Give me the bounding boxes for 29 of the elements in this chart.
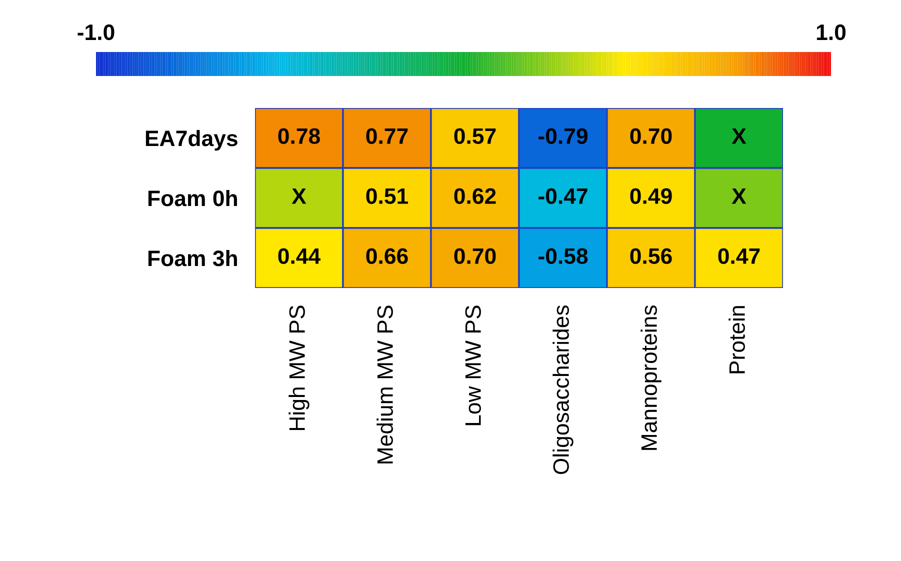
data-label: 0.49 — [630, 188, 672, 204]
y-tick-label: Foam 0h — [148, 190, 237, 206]
y-tick-label: EA7days — [146, 130, 238, 151]
data-label: X — [732, 128, 746, 144]
x-tick-label: Low MW PS — [465, 306, 481, 426]
data-label: 0.44 — [278, 248, 321, 264]
data-label: 0.51 — [366, 188, 408, 204]
x-tick-label: Mannoproteins — [640, 305, 662, 450]
color-bar-label: 1.0 — [816, 24, 846, 40]
data-label: 0.78 — [278, 128, 320, 144]
data-label: 0.62 — [454, 188, 496, 204]
data-label: 0.47 — [718, 248, 760, 264]
data-label: 0.77 — [366, 128, 408, 144]
x-tick-label: Protein — [728, 306, 745, 374]
color-bar-label: -1.0 — [78, 24, 114, 40]
data-label: 0.57 — [454, 128, 496, 144]
data-label: 0.66 — [366, 248, 408, 264]
data-label: 0.70 — [630, 128, 672, 144]
data-label: -0.79 — [538, 128, 588, 144]
x-tick-label: Medium MW PS — [376, 306, 393, 464]
y-tick-label: Foam 3h — [148, 250, 237, 266]
data-label: 0.70 — [454, 248, 496, 264]
data-label: X — [732, 188, 746, 204]
data-label: X — [292, 188, 306, 204]
data-label: -0.58 — [538, 248, 588, 264]
data-label: -0.47 — [538, 188, 588, 204]
data-label: 0.56 — [630, 248, 672, 264]
x-tick-label: High MW PS — [288, 306, 310, 430]
x-tick-label: Oligosaccharides — [552, 305, 574, 474]
